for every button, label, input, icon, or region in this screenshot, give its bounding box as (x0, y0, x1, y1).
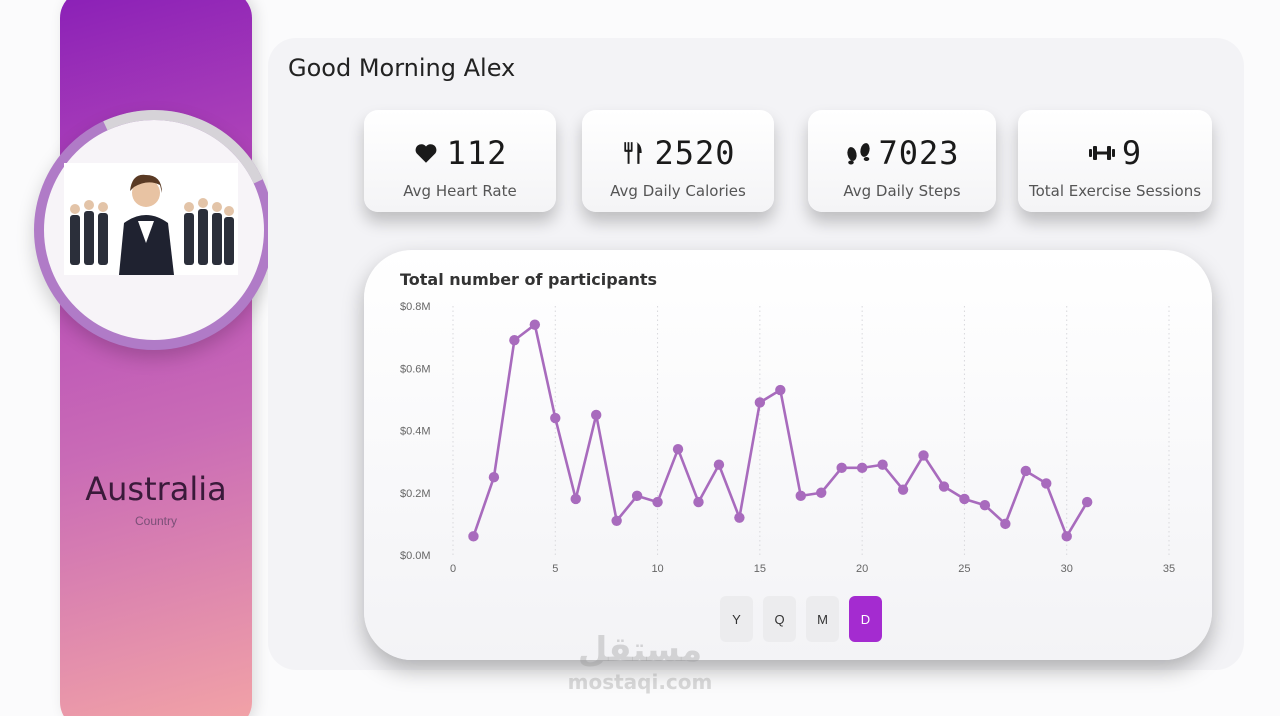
data-point (1020, 465, 1031, 477)
country-name: Australia (85, 470, 227, 508)
dumbbell-icon (1088, 140, 1115, 166)
data-point (877, 459, 888, 470)
footprints-icon (844, 140, 871, 166)
profile-sidebar (60, 0, 252, 716)
country-label: Country (134, 514, 178, 528)
series-line (472, 323, 1089, 538)
x-tick-label: 30 (1061, 563, 1073, 575)
x-tick-label: 20 (856, 563, 868, 575)
kpi-label: Avg Daily Calories (610, 182, 746, 200)
period-button-year[interactable]: Y (720, 596, 753, 642)
period-button-quarter[interactable]: Q (763, 596, 796, 642)
kpi-card-exercise[interactable]: 9 Total Exercise Sessions (1018, 110, 1212, 212)
participants-line-chart[interactable]: 0 5 10 15 20 25 30 35 $0.0M $0.2M $0.4M $0.6M $0.8M (380, 290, 1190, 580)
data-point (672, 443, 684, 455)
chart-card (364, 250, 1212, 660)
y-tick-label: $0.8M (400, 301, 431, 313)
watermark-domain: mostaqi.com (567, 670, 713, 694)
utensils-icon (620, 140, 646, 166)
period-button-day[interactable]: D (849, 596, 882, 642)
period-selector: Y Q M D (720, 596, 882, 642)
data-point (836, 462, 847, 474)
data-point (897, 484, 909, 495)
kpi-value: 7023 (878, 134, 960, 172)
kpi-card-steps[interactable]: 7023 Avg Daily Steps (808, 110, 996, 212)
kpi-card-heart-rate[interactable]: 112 Avg Heart Rate (364, 110, 556, 212)
heart-icon (413, 140, 439, 166)
data-point (591, 409, 602, 421)
data-point (1061, 531, 1072, 542)
kpi-label: Avg Heart Rate (403, 182, 517, 200)
data-point (959, 493, 970, 505)
kpi-card-calories[interactable]: 2520 Avg Daily Calories (582, 110, 774, 212)
x-tick-label: 25 (958, 563, 970, 575)
x-tick-label: 15 (754, 563, 766, 575)
avatar (64, 163, 238, 275)
y-tick-label: $0.6M (400, 363, 431, 375)
x-tick-label: 5 (552, 563, 558, 575)
data-point (856, 462, 868, 474)
watermark: مستقل mostaqi.com (560, 630, 720, 694)
data-point (550, 412, 561, 424)
period-button-month[interactable]: M (806, 596, 839, 642)
data-point (693, 496, 704, 508)
y-tick-label: $0.4M (400, 426, 431, 438)
x-tick-label: 0 (450, 563, 456, 575)
kpi-value: 9 (1121, 134, 1143, 172)
kpi-label: Total Exercise Sessions (1028, 182, 1202, 200)
y-tick-label: $0.0M (400, 550, 431, 562)
data-point (734, 512, 745, 523)
data-point (795, 490, 806, 502)
data-point (468, 531, 479, 542)
kpi-value: 112 (446, 134, 508, 172)
data-point (713, 459, 725, 470)
data-point (816, 487, 827, 498)
greeting-title: Good Morning Alex (288, 54, 516, 82)
data-point (611, 515, 622, 526)
data-point (570, 493, 581, 505)
data-point (1000, 518, 1011, 530)
data-point (775, 384, 786, 396)
y-tick-label: $0.2M (400, 488, 431, 500)
kpi-value: 2520 (654, 134, 736, 172)
x-tick-label: 10 (651, 563, 663, 575)
data-point (979, 500, 991, 511)
watermark-arabic: مستقل (577, 630, 703, 670)
data-point (488, 471, 500, 483)
data-point (938, 481, 950, 492)
data-point (918, 450, 929, 461)
x-tick-label: 35 (1163, 563, 1175, 575)
data-point (529, 319, 541, 330)
data-point (631, 490, 643, 502)
data-point (754, 397, 766, 408)
chart-title: Total number of participants (400, 270, 658, 289)
data-point (509, 335, 520, 346)
data-point (1081, 496, 1093, 508)
kpi-label: Avg Daily Steps (843, 182, 961, 200)
data-point (1041, 478, 1052, 489)
data-point (652, 496, 663, 508)
